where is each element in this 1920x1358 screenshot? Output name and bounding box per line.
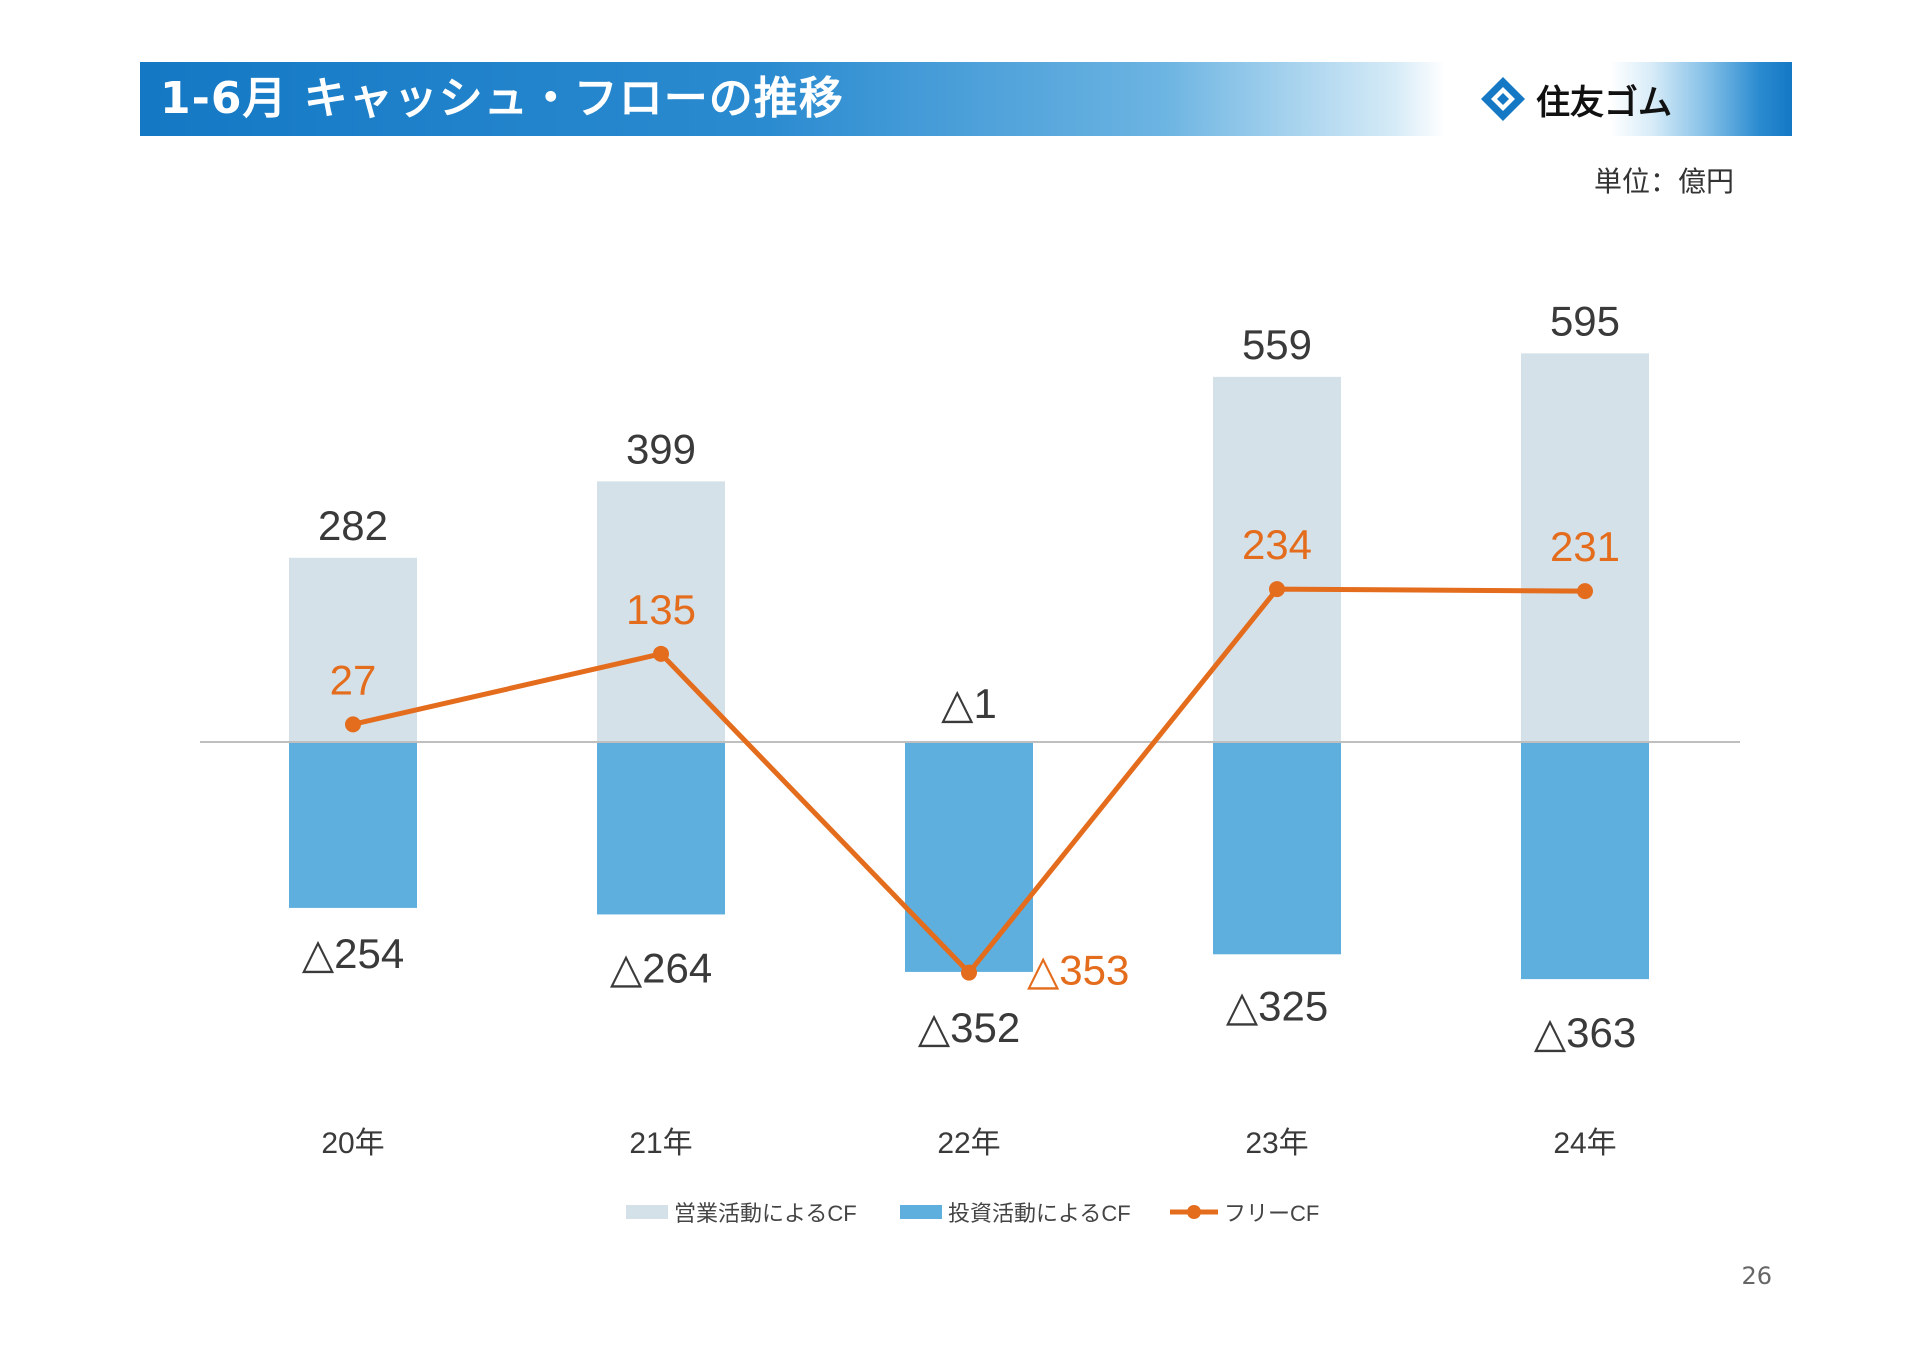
operating-cf-bar — [1213, 376, 1341, 742]
investing-cf-bar — [597, 742, 725, 915]
free-cf-point — [1577, 583, 1593, 600]
free-cf-point — [653, 645, 669, 662]
investing-cf-bar — [1521, 742, 1649, 980]
free-cf-label: 231 — [1550, 523, 1620, 570]
operating-cf-label: 282 — [318, 502, 388, 549]
investing-cf-bar — [289, 742, 417, 908]
free-cf-point — [1269, 581, 1285, 598]
category-label: 22年 — [937, 1127, 1000, 1160]
operating-cf-bar — [289, 557, 417, 742]
legend-label-operating-cf: 営業活動によるCF — [674, 1201, 857, 1226]
title-bar: 1-6月 キャッシュ・フローの推移 住友ゴム — [140, 62, 1792, 136]
operating-cf-bar — [1521, 353, 1649, 742]
investing-cf-label: △264 — [610, 944, 712, 991]
free-cf-label: 27 — [330, 656, 377, 703]
page-number: 26 — [1741, 1262, 1772, 1290]
operating-cf-label: △1 — [941, 680, 997, 727]
company-logo: 住友ゴム — [1478, 74, 1672, 124]
investing-cf-label: △254 — [302, 930, 404, 977]
operating-cf-label: 399 — [626, 425, 696, 472]
investing-cf-bar — [1213, 742, 1341, 955]
legend-marker-free-cf — [1187, 1205, 1201, 1219]
page-title: 1-6月 キャッシュ・フローの推移 — [160, 73, 844, 124]
free-cf-label: △353 — [1027, 947, 1129, 994]
operating-cf-label: 595 — [1550, 297, 1620, 344]
investing-cf-label: △352 — [918, 1004, 1020, 1051]
free-cf-point — [961, 964, 977, 981]
logo-text: 住友ゴム — [1536, 82, 1672, 123]
legend-swatch-investing-cf — [900, 1205, 942, 1219]
investing-cf-bar — [905, 742, 1033, 972]
category-label: 20年 — [321, 1127, 384, 1160]
logo-diamond-icon — [1481, 77, 1525, 121]
unit-label: 単位：億円 — [1593, 165, 1734, 198]
operating-cf-label: 559 — [1242, 321, 1312, 368]
free-cf-point — [345, 716, 361, 733]
category-label: 24年 — [1553, 1127, 1616, 1160]
category-label: 23年 — [1245, 1127, 1308, 1160]
legend-label-free-cf: フリーCF — [1224, 1201, 1319, 1226]
legend-swatch-operating-cf — [626, 1205, 668, 1219]
category-label: 21年 — [629, 1127, 692, 1160]
legend-label-investing-cf: 投資活動によるCF — [948, 1201, 1131, 1226]
investing-cf-label: △325 — [1226, 982, 1328, 1029]
free-cf-label: 135 — [626, 586, 696, 633]
free-cf-label: 234 — [1242, 521, 1312, 568]
investing-cf-label: △363 — [1534, 1009, 1636, 1056]
